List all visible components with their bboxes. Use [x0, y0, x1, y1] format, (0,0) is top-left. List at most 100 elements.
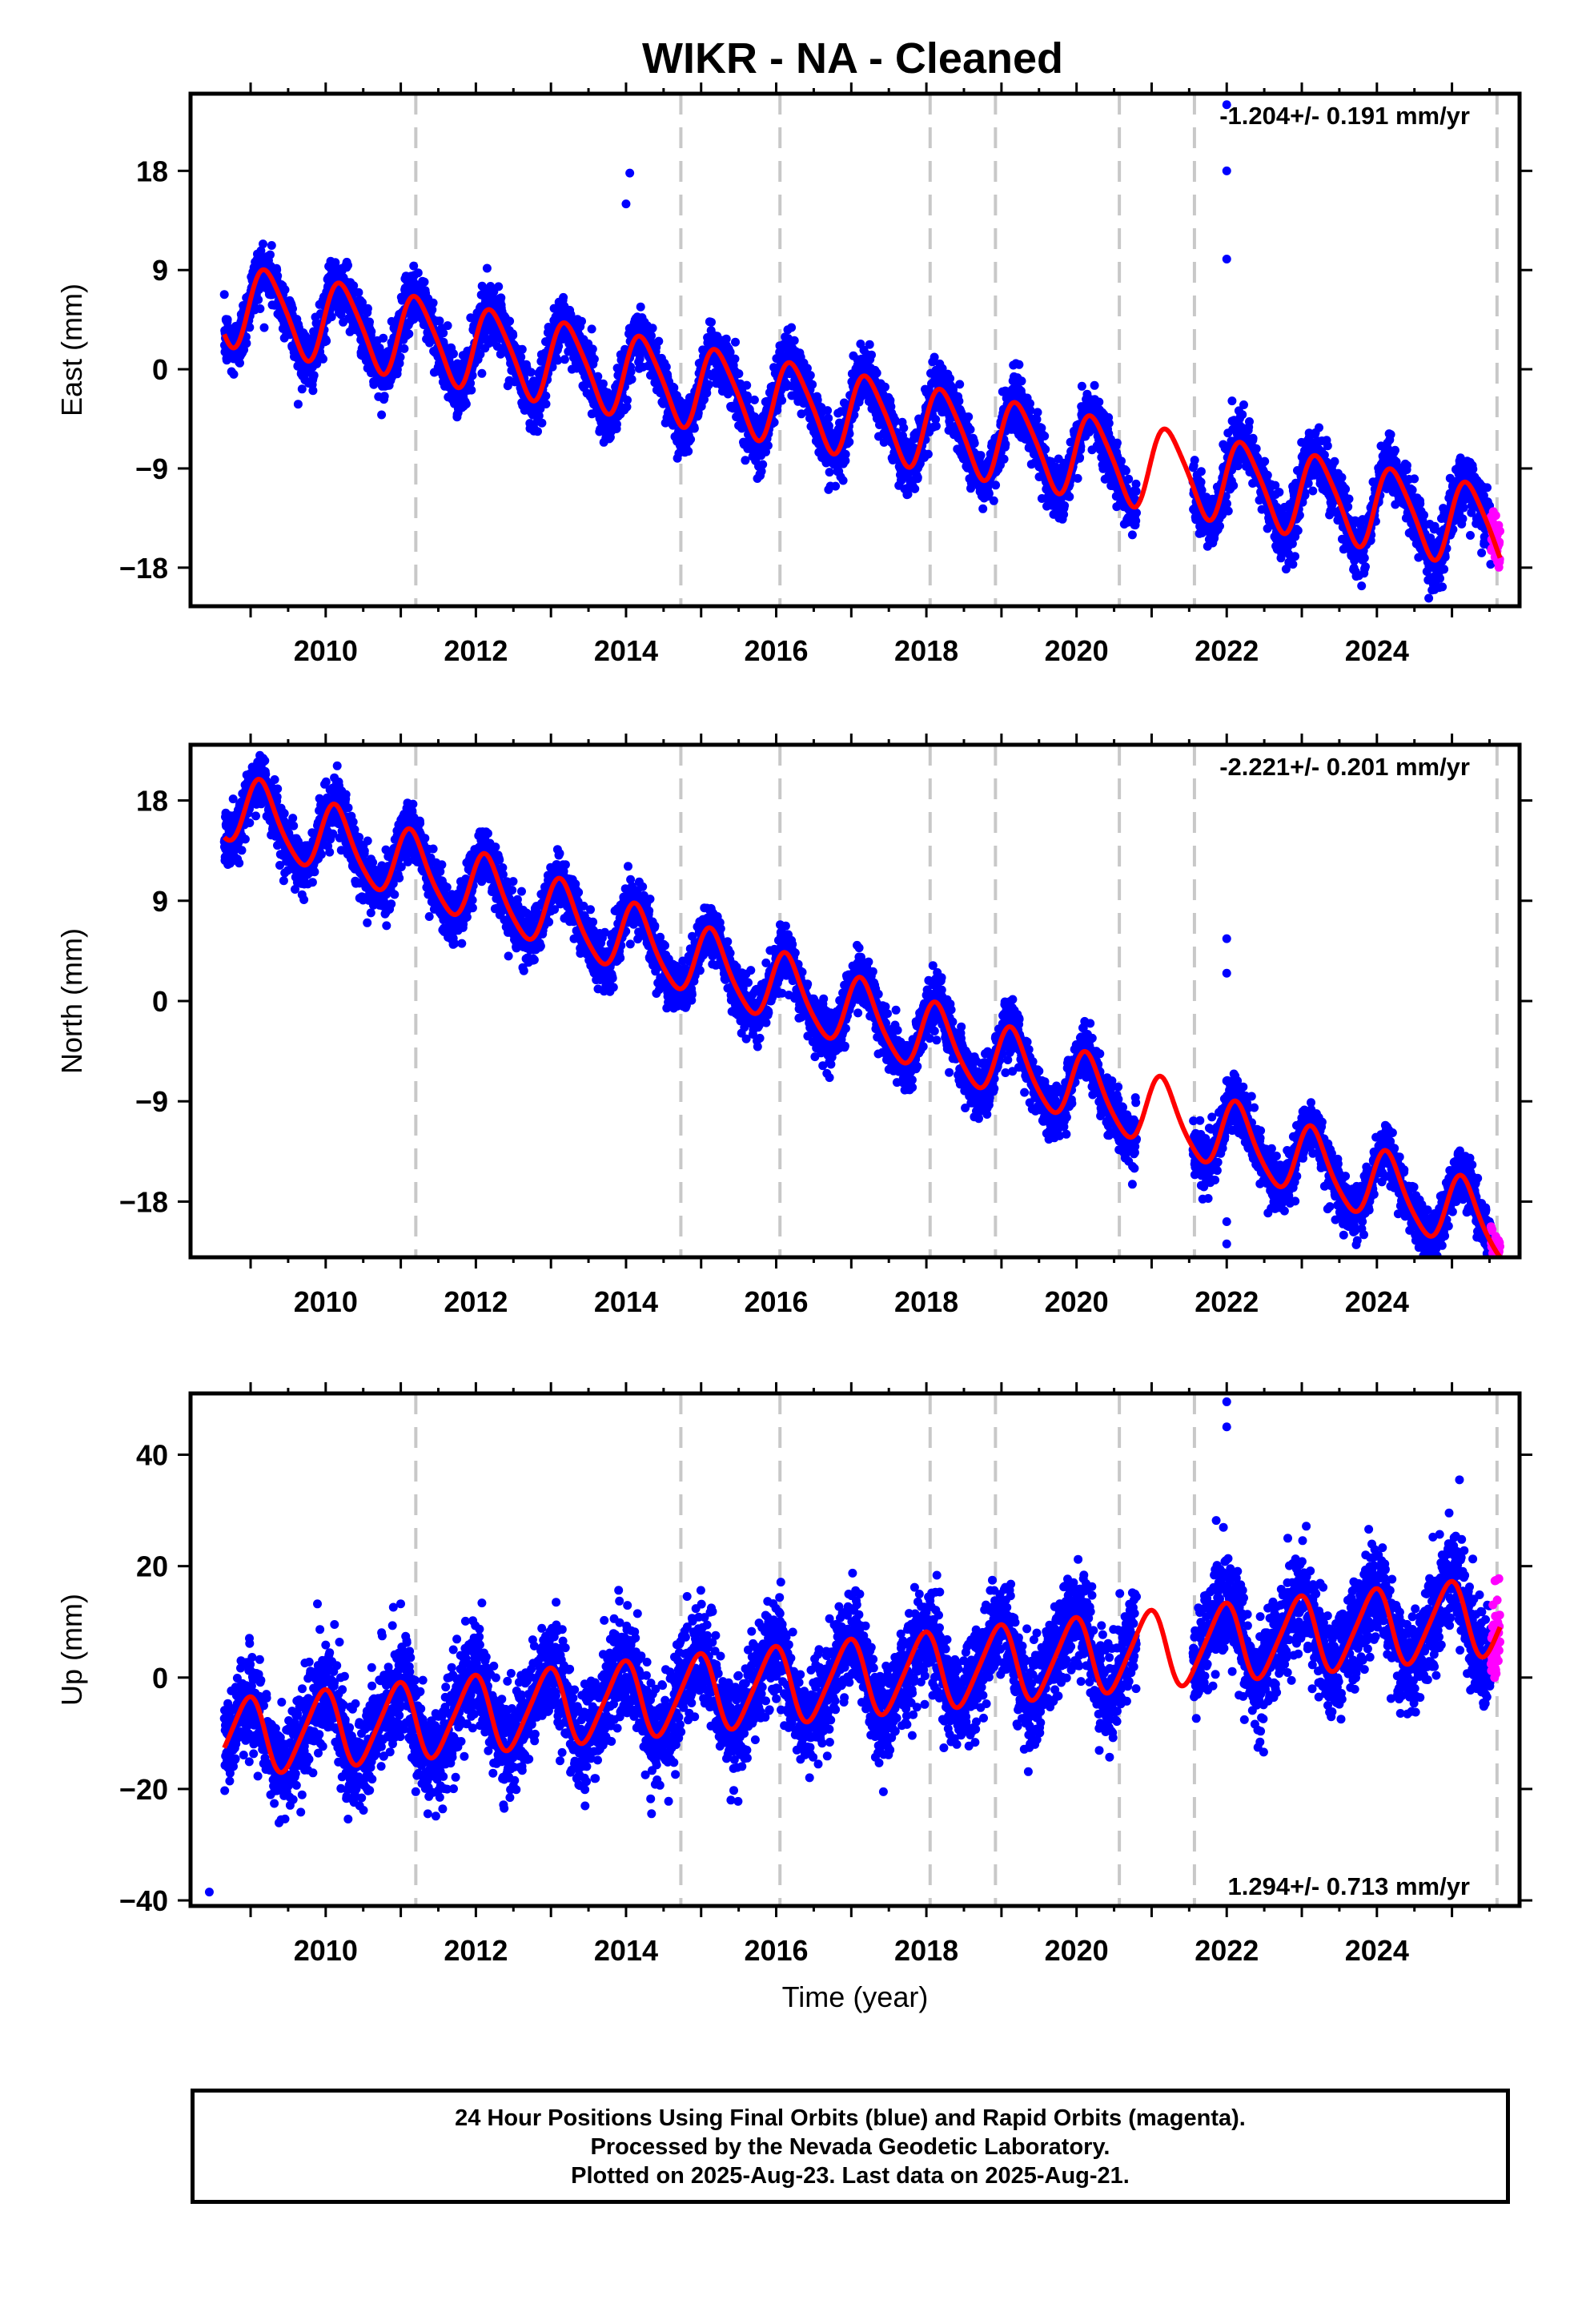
data-point — [1223, 499, 1231, 509]
data-point — [494, 282, 504, 292]
data-point — [758, 460, 768, 469]
data-point — [910, 484, 920, 493]
data-point — [349, 281, 359, 291]
data-point — [219, 290, 229, 300]
data-point — [1251, 444, 1261, 453]
data-point — [363, 304, 372, 313]
data-point — [627, 375, 636, 384]
data-point — [541, 391, 551, 400]
data-point — [468, 371, 477, 380]
data-point — [1131, 487, 1141, 496]
data-point — [319, 354, 327, 364]
data-point — [707, 317, 716, 327]
data-point — [358, 298, 367, 308]
data-point — [256, 246, 266, 255]
data-point — [805, 371, 815, 380]
data-point — [589, 354, 599, 364]
data-point — [288, 304, 297, 313]
data-point — [1291, 552, 1299, 561]
data-point — [626, 367, 636, 376]
data-point — [482, 263, 492, 273]
data-point — [312, 359, 322, 368]
data-point — [777, 396, 787, 405]
data-point — [787, 323, 797, 332]
data-point — [970, 439, 979, 448]
data-point — [242, 339, 251, 348]
data-point — [991, 480, 1001, 490]
data-point — [1127, 530, 1137, 540]
data-point — [533, 427, 542, 436]
data-point — [1073, 473, 1082, 483]
data-points-east — [219, 100, 1504, 603]
data-point — [1288, 560, 1298, 569]
data-point — [409, 261, 419, 271]
data-point — [749, 395, 759, 404]
data-point — [331, 258, 340, 267]
data-point — [379, 333, 388, 343]
data-point — [999, 454, 1009, 464]
data-point — [1033, 408, 1042, 417]
data-point — [1104, 419, 1114, 428]
data-point — [1112, 438, 1122, 448]
data-point — [467, 385, 476, 395]
data-point — [808, 380, 817, 389]
data-point — [297, 384, 307, 394]
data-point — [439, 328, 448, 338]
data-point — [377, 410, 387, 420]
data-point — [1245, 417, 1254, 426]
data-point — [1124, 474, 1134, 484]
data-point — [354, 287, 363, 297]
data-point — [1275, 488, 1284, 497]
data-point — [379, 392, 389, 401]
data-point — [577, 316, 586, 326]
data-point — [267, 241, 276, 250]
data-point — [824, 413, 833, 423]
data-point — [259, 239, 267, 249]
data-point — [1293, 526, 1303, 535]
data-point — [496, 293, 506, 303]
data-point — [689, 424, 699, 433]
data-point — [1196, 467, 1206, 476]
data-point — [964, 412, 974, 421]
data-point — [648, 324, 657, 333]
data-point — [913, 472, 922, 482]
data-point — [1040, 432, 1050, 440]
data-point — [508, 331, 518, 340]
data-point — [831, 481, 841, 491]
data-point — [534, 411, 544, 420]
data-point — [1238, 410, 1247, 420]
data-point — [1060, 501, 1070, 510]
data-point — [322, 336, 331, 346]
data-point — [245, 323, 255, 332]
data-point — [327, 312, 336, 322]
data-point — [1248, 433, 1258, 443]
data-point — [730, 354, 740, 364]
data-point — [976, 451, 986, 460]
data-point — [955, 380, 965, 389]
data-point — [1001, 440, 1010, 449]
data-point — [537, 418, 547, 428]
data-point — [1239, 400, 1248, 409]
data-point — [1223, 506, 1233, 516]
data-point — [1121, 466, 1130, 476]
data-point — [623, 396, 632, 405]
data-point — [841, 449, 850, 459]
data-point — [517, 344, 527, 354]
data-point — [647, 331, 656, 340]
data-point — [541, 400, 551, 408]
data-point — [1077, 381, 1086, 391]
data-point — [1190, 456, 1199, 465]
data-point — [931, 421, 941, 431]
data-point — [867, 350, 876, 360]
data-point — [553, 356, 563, 365]
data-point — [413, 268, 423, 278]
data-point — [428, 298, 438, 308]
data-point — [702, 388, 712, 398]
data-point — [1215, 521, 1224, 531]
data-point — [1017, 376, 1026, 386]
data-point — [420, 277, 429, 287]
data-point — [254, 295, 263, 304]
data-point — [1065, 492, 1074, 501]
data-point — [661, 362, 671, 372]
data-point — [367, 327, 376, 336]
